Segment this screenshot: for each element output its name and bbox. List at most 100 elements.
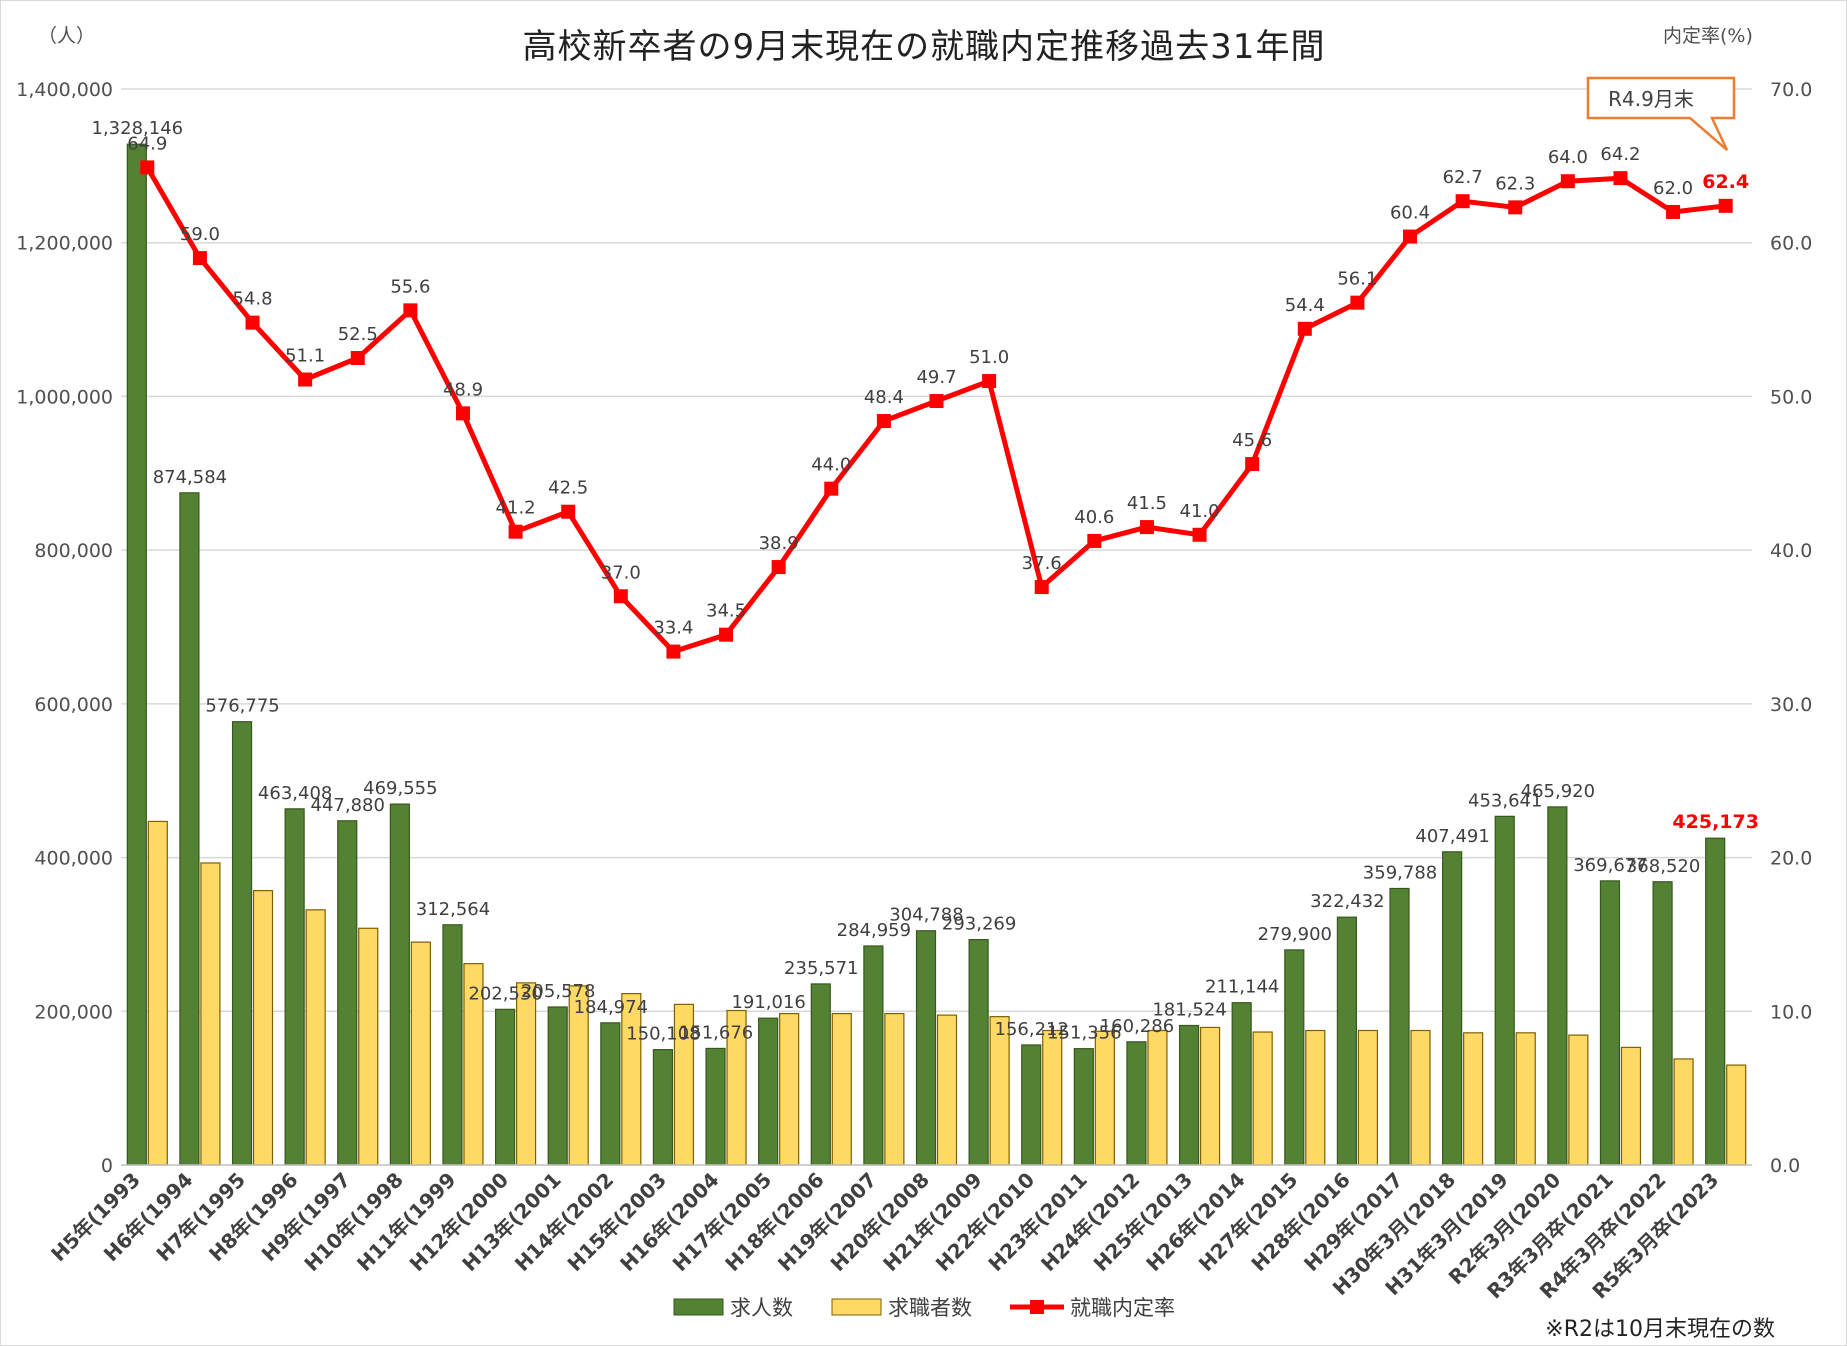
bar-value-label: 368,520: [1626, 856, 1700, 877]
rate-marker: [1350, 295, 1365, 310]
bar-jobs: [389, 803, 410, 1166]
rate-marker: [824, 481, 839, 496]
bar-jobs: [231, 721, 253, 1166]
rate-line: [140, 160, 1733, 659]
bar-seekers: [1515, 1032, 1536, 1166]
rate-marker: [1245, 457, 1260, 472]
bar-seekers: [779, 1012, 800, 1166]
y-left-tick-label: 1,000,000: [16, 386, 113, 408]
bar-jobs: [1073, 1048, 1094, 1166]
rate-value-label: 34.5: [706, 601, 746, 622]
rate-marker: [1139, 520, 1154, 535]
callout-text: R4.9月末: [1608, 87, 1694, 111]
y-left-tick-label: 400,000: [34, 848, 113, 870]
rate-value-label: 48.4: [864, 387, 904, 408]
bar-jobs: [1547, 806, 1568, 1166]
rate-marker: [1613, 171, 1628, 186]
bar-jobs: [600, 1022, 621, 1166]
bar-jobs: [1599, 880, 1621, 1166]
rate-marker: [929, 394, 944, 409]
rate-value-label: 62.0: [1653, 178, 1693, 199]
bar-jobs: [1705, 837, 1726, 1166]
bar-jobs: [1126, 1041, 1147, 1166]
legend-swatch-jobs: [673, 1298, 724, 1316]
bar-jobs: [442, 924, 463, 1166]
bar-seekers: [1568, 1034, 1589, 1166]
legend: 求人数 求職者数 就職内定率: [673, 1296, 1175, 1320]
bar-seekers: [1463, 1032, 1484, 1166]
rate-marker: [876, 414, 891, 429]
bar-value-label: 151,676: [679, 1022, 753, 1043]
rate-marker: [1087, 533, 1102, 548]
rate-marker: [1192, 527, 1207, 542]
rate-value-label: 41.2: [496, 498, 536, 519]
bar-jobs: [758, 1017, 779, 1166]
y-left-tick-label: 200,000: [34, 1001, 113, 1023]
rate-marker: [403, 303, 418, 318]
rate-value-label: 59.0: [180, 224, 220, 245]
rate-value-label: 64.0: [1548, 147, 1588, 168]
bar-value-label: 407,491: [1415, 826, 1489, 847]
bar-seekers: [1199, 1026, 1221, 1166]
bar-jobs: [337, 820, 358, 1166]
callout: R4.9月末: [1586, 76, 1736, 151]
chart-title: 高校新卒者の9月末現在の就職内定推移過去31年間: [523, 27, 1326, 67]
y-right-tick-label: 40.0: [1770, 540, 1812, 562]
rate-value-label: 64.2: [1600, 144, 1640, 165]
bar-seekers: [1726, 1064, 1747, 1166]
rate-marker: [613, 589, 628, 604]
rate-value-label: 41.0: [1180, 501, 1220, 522]
bar-value-label: 181,524: [1152, 999, 1226, 1020]
legend-marker-rate: [1030, 1300, 1044, 1314]
y-right-tick-label: 60.0: [1770, 233, 1812, 255]
bar-value-label: 359,788: [1363, 862, 1437, 883]
bar-value-label: 447,880: [311, 795, 385, 816]
bar-seekers: [1147, 1029, 1168, 1166]
rate-marker: [719, 627, 734, 642]
bar-seekers: [1252, 1031, 1273, 1166]
y-right-tick-label: 50.0: [1770, 386, 1812, 408]
bar-value-label: 184,974: [574, 997, 648, 1018]
y-right-tick-label: 30.0: [1770, 694, 1812, 716]
rate-value-label: 48.9: [443, 379, 483, 400]
rate-marker: [561, 504, 576, 519]
bar-seekers: [200, 862, 221, 1166]
bar-seekers: [1410, 1029, 1431, 1166]
bar-jobs: [179, 492, 200, 1166]
bar-value-label: 191,016: [731, 992, 805, 1013]
bar-jobs: [968, 939, 989, 1166]
bar-jobs: [810, 983, 831, 1166]
bar-value-label: 322,432: [1310, 891, 1384, 912]
rate-marker: [1297, 321, 1312, 336]
bar-jobs: [1442, 851, 1463, 1166]
bar-seekers: [252, 890, 274, 1166]
bar-value-label: 211,144: [1205, 977, 1279, 998]
bar-seekers: [1305, 1029, 1326, 1166]
rate-value-label: 54.8: [232, 289, 272, 310]
bar-seekers: [1094, 1030, 1115, 1166]
bar-jobs: [863, 945, 884, 1166]
bar-value-label: 469,555: [363, 778, 437, 799]
rate-value-label: 33.4: [653, 618, 693, 639]
y-left-tick-label: 1,200,000: [16, 233, 113, 255]
bar-seekers: [515, 982, 537, 1166]
bar-seekers: [1042, 1029, 1063, 1166]
rate-value-label: 54.4: [1285, 295, 1325, 316]
rate-value-label: 55.6: [390, 276, 430, 297]
bars: [126, 143, 1747, 1166]
rate-value-label: 56.1: [1337, 269, 1377, 290]
bar-value-label: 156,212: [995, 1019, 1069, 1040]
rate-marker: [350, 351, 365, 365]
bar-value-label: 151,356: [1047, 1023, 1121, 1044]
bar-value-label: 304,788: [889, 905, 963, 926]
bar-value-label: 465,920: [1521, 781, 1595, 802]
bar-jobs: [1021, 1044, 1042, 1166]
bar-value-label: 463,408: [258, 783, 332, 804]
rate-marker: [1508, 200, 1523, 215]
bar-value-label: 160,286: [1100, 1016, 1174, 1037]
rate-value-label: 60.4: [1390, 203, 1430, 224]
bar-value-label: 202,530: [468, 983, 542, 1004]
bar-seekers: [1620, 1046, 1642, 1166]
